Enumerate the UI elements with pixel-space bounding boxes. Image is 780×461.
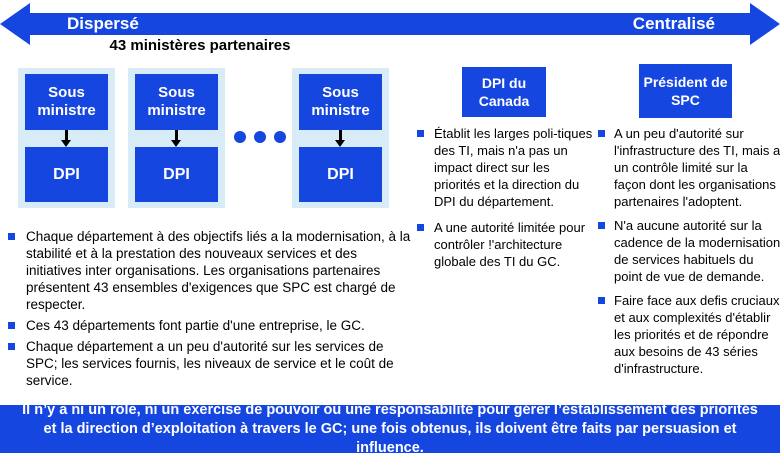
bullet-square-icon: [598, 222, 605, 229]
bullet-square-icon: [8, 233, 15, 240]
connector-line: [339, 130, 342, 141]
list-item: A un peu d'autorité sur l'infrastructure…: [598, 125, 780, 210]
arrow-right-head-icon: [750, 3, 780, 45]
ellipsis-dots-icon: [234, 131, 286, 143]
dpi-box: DPI: [299, 147, 382, 202]
sous-ministre-box: Sous ministre: [135, 74, 218, 130]
dpi-canada-bullet-list: Établit les larges poli-tiques des TI, m…: [417, 125, 597, 279]
arrow-shaft: Dispersé Centralisé: [27, 13, 753, 35]
president-spc-bullet-list: A un peu d'autorité sur l'infrastructure…: [598, 125, 780, 384]
centralized-label: Centralisé: [632, 14, 715, 33]
org-unit: Sous ministre DPI: [18, 68, 115, 208]
dispersed-label: Dispersé: [67, 14, 139, 33]
dpi-box: DPI: [135, 147, 218, 202]
arrow-left-head-icon: [0, 3, 30, 45]
bullet-square-icon: [8, 343, 15, 350]
list-item: Ces 43 départements font partie d'une en…: [8, 317, 414, 334]
list-item: Établit les larges poli-tiques des TI, m…: [417, 125, 597, 210]
dispersed-bullet-list: Chaque département à des objectifs liés …: [8, 228, 414, 393]
bullet-square-icon: [417, 130, 424, 137]
sous-ministre-box: Sous ministre: [25, 74, 108, 130]
dpi-canada-header-box: DPI du Canada: [462, 67, 546, 117]
org-unit: Sous ministre DPI: [292, 68, 389, 208]
bullet-square-icon: [417, 224, 424, 231]
connector-line: [175, 130, 178, 141]
list-item: Chaque département à des objectifs liés …: [8, 228, 414, 313]
sous-ministre-box: Sous ministre: [299, 74, 382, 130]
connector-line: [65, 130, 68, 141]
list-item: Faire face aux defis cruciaux et aux com…: [598, 292, 780, 377]
dpi-box: DPI: [25, 147, 108, 202]
connector-arrow-icon: [61, 140, 71, 147]
list-item: N'a aucune autorité sur la cadence de la…: [598, 217, 780, 285]
partners-title: 43 ministères partenaires: [109, 37, 291, 54]
conclusion-banner-text: Il n’y a ni un rôle, ni un exercise de p…: [22, 401, 758, 456]
connector-arrow-icon: [335, 140, 345, 147]
list-item: Chaque département a un peu d'autorité s…: [8, 338, 414, 389]
bullet-square-icon: [598, 297, 605, 304]
conclusion-banner: Il n’y a ni un rôle, ni un exercise de p…: [0, 402, 780, 456]
org-unit: Sous ministre DPI: [128, 68, 225, 208]
bullet-square-icon: [598, 130, 605, 137]
spectrum-arrow: Dispersé Centralisé: [0, 3, 780, 45]
bullet-square-icon: [8, 322, 15, 329]
list-item: A une autorité limitée pour contrôler !'…: [417, 219, 597, 270]
connector-arrow-icon: [171, 140, 181, 147]
president-spc-header-box: Président de SPC: [639, 64, 732, 118]
